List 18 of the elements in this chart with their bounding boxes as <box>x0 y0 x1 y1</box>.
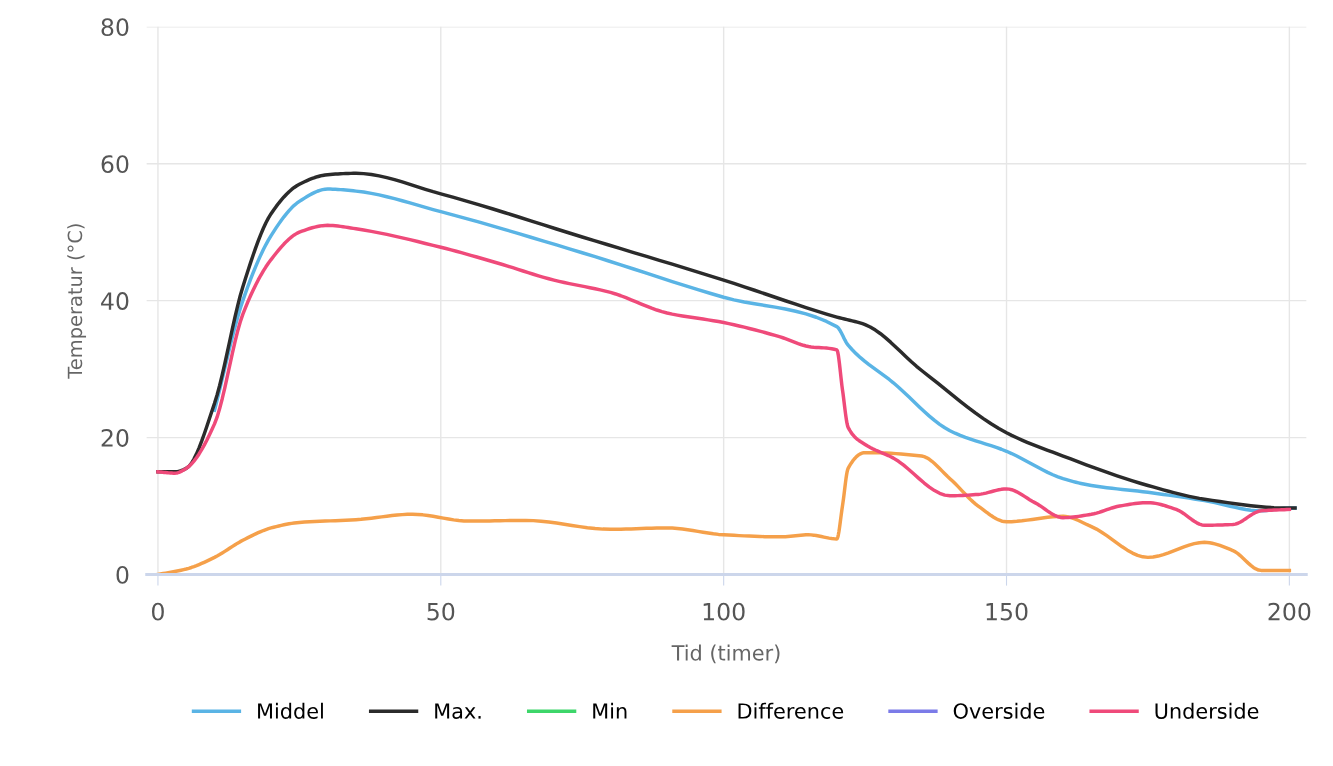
x-tick-label: 200 <box>1268 602 1311 621</box>
legend-label: Min <box>593 702 627 719</box>
y-tick-label: 60 <box>101 155 129 174</box>
y-tick-label: 20 <box>101 429 129 447</box>
x-tick-label: 50 <box>427 602 455 621</box>
legend-label: Middel <box>258 702 323 719</box>
x-axis-title: Tid (timer) <box>671 644 780 664</box>
y-tick-label: 80 <box>101 18 129 37</box>
y-tick-label: 0 <box>116 565 129 584</box>
x-tick-label: 100 <box>703 602 745 621</box>
legend-label: Overside <box>953 702 1045 719</box>
legend-label: Underside <box>1155 702 1259 719</box>
x-tick-label: 0 <box>151 602 164 621</box>
x-tick-label: 150 <box>986 602 1028 621</box>
legend-label: Max. <box>435 703 481 719</box>
legend-label: Difference <box>738 702 844 719</box>
y-axis-title: Temperatur (°C) <box>67 224 87 379</box>
y-tick-label: 40 <box>101 292 129 310</box>
